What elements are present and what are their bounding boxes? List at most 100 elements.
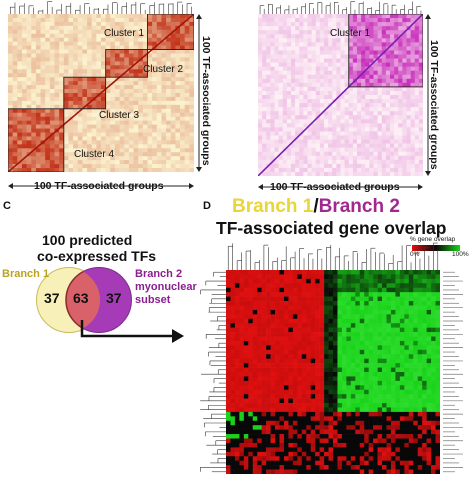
heatmap-cell <box>45 168 50 172</box>
heatmap-cell <box>115 129 120 133</box>
heatmap-cell <box>148 156 153 160</box>
heatmap-cell <box>31 77 36 81</box>
heatmap-cell <box>280 350 285 355</box>
heatmap-cell <box>312 63 316 67</box>
heatmap-cell <box>138 125 143 129</box>
heatmap-cell <box>59 46 64 50</box>
heatmap-cell <box>266 292 271 297</box>
heatmap-cell <box>291 14 295 18</box>
heatmap-cell <box>324 372 329 377</box>
heatmap-cell <box>13 18 18 22</box>
heatmap-cell <box>336 46 340 50</box>
heatmap-cell <box>316 34 320 38</box>
heatmap-cell <box>185 168 190 172</box>
heatmap-cell <box>332 140 336 144</box>
heatmap-cell <box>387 376 392 381</box>
heatmap-cell <box>157 140 162 144</box>
heatmap-cell <box>36 34 41 38</box>
heatmap-cell <box>312 50 316 54</box>
heatmap-cell <box>106 101 111 105</box>
heatmap-cell <box>36 81 41 85</box>
heatmap-cell <box>189 113 194 117</box>
heatmap-cell <box>124 136 129 140</box>
heatmap-cell <box>364 341 369 346</box>
heatmap-cell <box>315 345 320 350</box>
heatmap-cell <box>398 59 402 63</box>
heatmap-cell <box>324 123 328 127</box>
heatmap-cell <box>436 288 440 293</box>
heatmap-cell <box>329 297 334 302</box>
heatmap-cell <box>287 172 291 176</box>
heatmap-cell <box>312 55 316 59</box>
heatmap-cell <box>342 279 347 284</box>
heatmap-cell <box>333 350 338 355</box>
heatmap-cell <box>320 38 324 42</box>
heatmap-cell <box>64 85 69 89</box>
heatmap-cell <box>346 385 351 390</box>
heatmap-cell <box>308 87 312 91</box>
heatmap-cell <box>337 297 342 302</box>
heatmap-cell <box>332 152 336 156</box>
heatmap-cell <box>283 46 287 50</box>
heatmap-cell <box>171 152 176 156</box>
heatmap-cell <box>287 160 291 164</box>
heatmap-cell <box>175 54 180 58</box>
heatmap-cell <box>353 127 357 131</box>
heatmap-cell <box>386 131 390 135</box>
heatmap-cell <box>386 111 390 115</box>
heatmap-cell <box>257 310 262 315</box>
heatmap-cell <box>306 341 311 346</box>
heatmap-cell <box>41 38 46 42</box>
heatmap-cell <box>36 46 41 50</box>
heatmap-cell <box>143 133 148 137</box>
heatmap-cell <box>333 390 338 395</box>
heatmap-cell <box>45 57 50 61</box>
heatmap-cell <box>303 160 307 164</box>
heatmap-cell <box>78 30 83 34</box>
heatmap-cell <box>189 26 194 30</box>
heatmap-cell <box>166 164 171 168</box>
heatmap-cell <box>324 34 328 38</box>
heatmap-cell <box>369 164 373 168</box>
heatmap-cell <box>284 381 289 386</box>
heatmap-cell <box>8 69 13 73</box>
heatmap-cell <box>302 283 307 288</box>
heatmap-cell <box>351 270 356 275</box>
heatmap-cell <box>68 125 73 129</box>
heatmap-cell <box>73 30 78 34</box>
heatmap-cell <box>333 385 338 390</box>
heatmap-cell <box>253 354 258 359</box>
heatmap-cell <box>316 30 320 34</box>
heatmap-cell <box>342 363 347 368</box>
heatmap-cell <box>291 111 295 115</box>
heatmap-cell <box>336 71 340 75</box>
heatmap-cell <box>226 345 231 350</box>
heatmap-cell <box>378 131 382 135</box>
heatmap-cell <box>394 111 398 115</box>
heatmap-cell <box>17 89 22 93</box>
heatmap-cell <box>311 274 316 279</box>
heatmap-cell <box>297 399 302 404</box>
heatmap-cell <box>341 22 345 26</box>
heatmap-cell <box>266 288 271 293</box>
heatmap-cell <box>134 93 139 97</box>
heatmap-cell <box>41 121 46 125</box>
heatmap-cell <box>419 131 423 135</box>
heatmap-cell <box>279 18 283 22</box>
heatmap-cell <box>270 172 274 176</box>
heatmap-cell <box>418 368 423 373</box>
heatmap-cell <box>306 372 311 377</box>
heatmap-cell <box>411 107 415 111</box>
heatmap-cell <box>291 79 295 83</box>
heatmap-cell <box>124 133 129 137</box>
heatmap-cell <box>266 354 271 359</box>
heatmap-cell <box>96 22 101 26</box>
heatmap-cell <box>306 297 311 302</box>
heatmap-cell <box>349 14 353 18</box>
heatmap-cell <box>275 136 279 140</box>
heatmap-cell <box>257 341 262 346</box>
heatmap-cell <box>431 399 436 404</box>
heatmap-cell <box>411 152 415 156</box>
heatmap-cell <box>320 301 325 306</box>
heatmap-cell <box>17 65 22 69</box>
